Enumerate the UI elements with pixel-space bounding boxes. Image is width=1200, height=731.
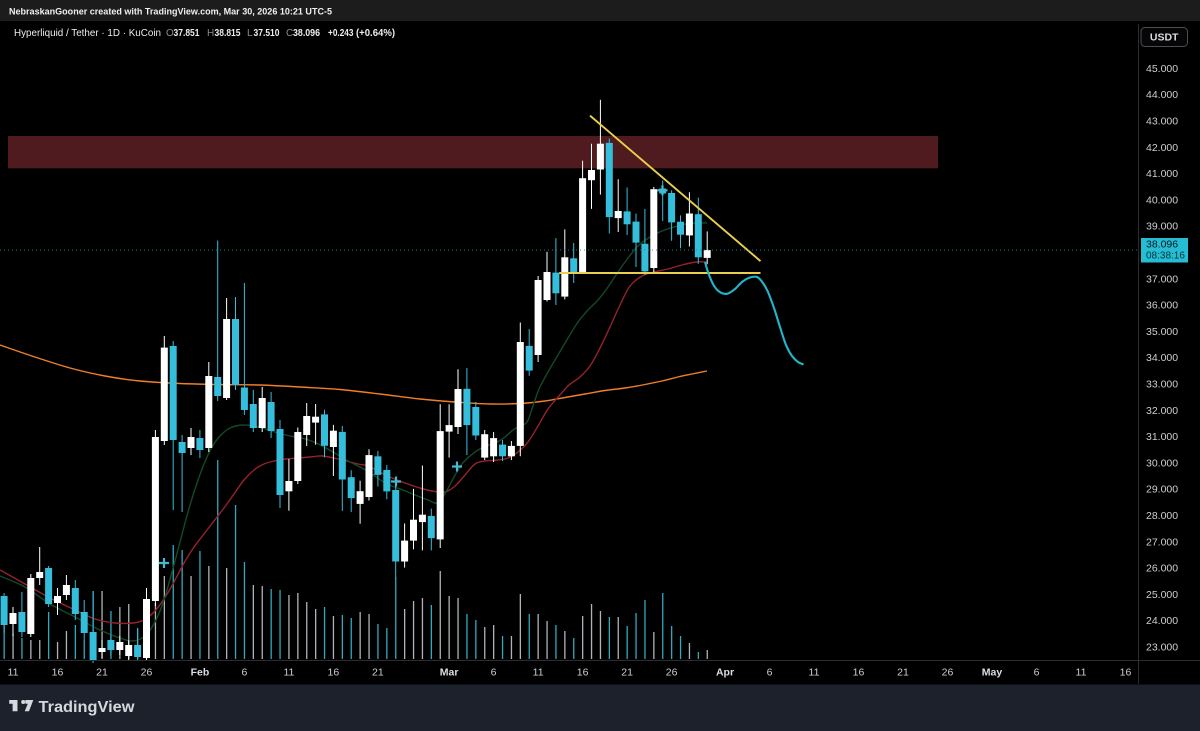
svg-text:H: H (207, 28, 214, 39)
svg-text:26: 26 (141, 667, 153, 679)
svg-text:11: 11 (533, 667, 544, 679)
svg-text:33.000: 33.000 (1146, 379, 1178, 391)
svg-text:TradingView: TradingView (39, 699, 136, 716)
svg-text:11: 11 (809, 667, 820, 679)
svg-text:L: L (247, 28, 253, 39)
svg-text:45.000: 45.000 (1146, 63, 1178, 75)
svg-text:Mar: Mar (440, 667, 459, 679)
svg-text:O: O (166, 28, 174, 39)
svg-text:24.000: 24.000 (1146, 615, 1178, 627)
svg-text:+0.243: +0.243 (328, 28, 354, 39)
svg-text:C: C (286, 28, 293, 39)
svg-text:42.000: 42.000 (1146, 142, 1178, 154)
svg-text:11: 11 (283, 667, 294, 679)
svg-text:37.000: 37.000 (1146, 273, 1178, 285)
svg-text:6: 6 (491, 667, 497, 679)
svg-text:11: 11 (8, 667, 19, 679)
svg-text:16: 16 (1120, 667, 1132, 679)
svg-text:11: 11 (1076, 667, 1087, 679)
svg-text:NebraskanGooner created with T: NebraskanGooner created with TradingView… (9, 7, 333, 18)
svg-text:29.000: 29.000 (1146, 484, 1178, 496)
svg-text:Apr: Apr (716, 667, 734, 679)
svg-text:32.000: 32.000 (1146, 405, 1178, 417)
svg-text:6: 6 (767, 667, 773, 679)
svg-text:21: 21 (372, 667, 384, 679)
svg-text:39.000: 39.000 (1146, 221, 1178, 233)
svg-text:16: 16 (853, 667, 865, 679)
svg-text:26: 26 (942, 667, 954, 679)
svg-text:6: 6 (1034, 667, 1040, 679)
svg-text:Hyperliquid / Tether · 1D · Ku: Hyperliquid / Tether · 1D · KuCoin (14, 28, 161, 39)
svg-text:31.000: 31.000 (1146, 431, 1178, 443)
svg-text:23.000: 23.000 (1146, 642, 1178, 654)
svg-text:41.000: 41.000 (1146, 168, 1178, 180)
svg-text:6: 6 (241, 667, 247, 679)
svg-text:30.000: 30.000 (1146, 457, 1178, 469)
svg-text:May: May (982, 667, 1003, 679)
svg-text:26.000: 26.000 (1146, 563, 1178, 575)
svg-text:21: 21 (96, 667, 108, 679)
svg-text:16: 16 (328, 667, 340, 679)
svg-text:(+0.64%): (+0.64%) (356, 28, 395, 39)
svg-text:43.000: 43.000 (1146, 116, 1178, 128)
svg-text:34.000: 34.000 (1146, 352, 1178, 364)
svg-text:37.851: 37.851 (174, 28, 200, 39)
svg-text:21: 21 (621, 667, 633, 679)
svg-text:38.096: 38.096 (1146, 239, 1178, 251)
svg-text:40.000: 40.000 (1146, 194, 1178, 206)
svg-text:27.000: 27.000 (1146, 536, 1178, 548)
svg-text:28.000: 28.000 (1146, 510, 1178, 522)
svg-text:38.815: 38.815 (215, 28, 241, 39)
svg-text:44.000: 44.000 (1146, 89, 1178, 101)
svg-text:21: 21 (897, 667, 909, 679)
svg-text:38.096: 38.096 (293, 28, 320, 39)
svg-text:35.000: 35.000 (1146, 326, 1178, 338)
svg-text:16: 16 (577, 667, 589, 679)
svg-text:16: 16 (52, 667, 64, 679)
svg-text:Feb: Feb (191, 667, 210, 679)
svg-text:37.510: 37.510 (254, 28, 280, 39)
svg-text:08:38:16: 08:38:16 (1146, 251, 1185, 262)
svg-text:25.000: 25.000 (1146, 589, 1178, 601)
svg-text:26: 26 (666, 667, 678, 679)
svg-text:36.000: 36.000 (1146, 300, 1178, 312)
svg-text:USDT: USDT (1150, 32, 1179, 44)
